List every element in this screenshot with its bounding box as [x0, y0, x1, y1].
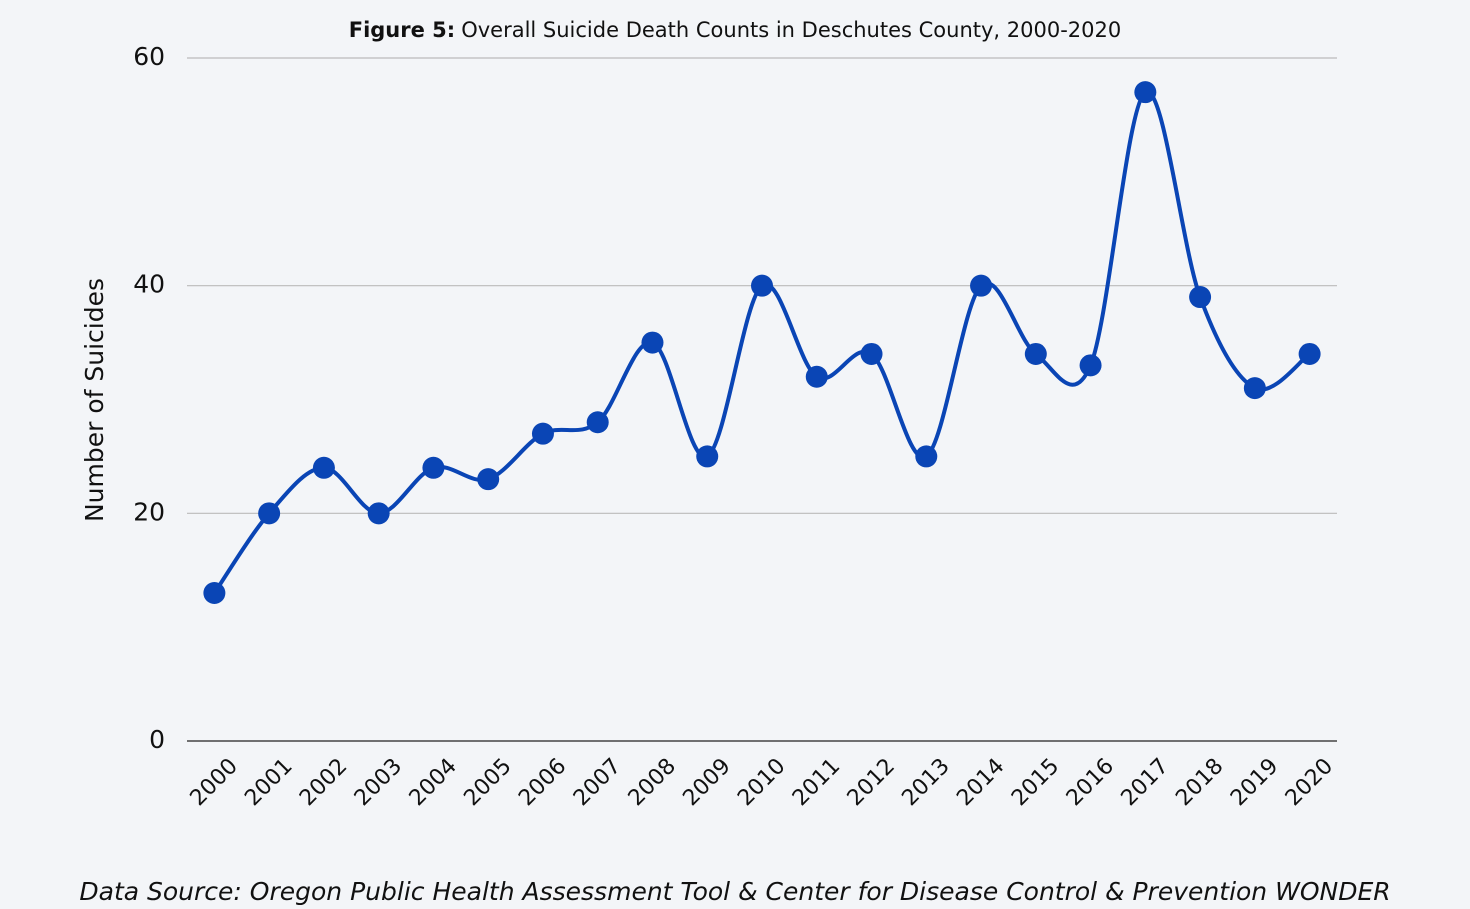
x-tick-label: 2010 — [733, 754, 790, 811]
data-point — [641, 331, 664, 354]
data-point — [367, 502, 390, 525]
data-point — [1298, 342, 1321, 365]
x-tick-label: 2002 — [295, 754, 352, 811]
y-tick-label: 0 — [149, 725, 165, 754]
data-point — [751, 274, 773, 297]
x-tick-label: 2003 — [350, 754, 407, 811]
data-point — [1189, 286, 1212, 309]
x-tick-label: 2018 — [1171, 754, 1228, 811]
x-tick-label: 2020 — [1281, 754, 1338, 811]
data-point — [915, 445, 938, 468]
x-tick-label: 2000 — [186, 754, 243, 811]
data-point — [1079, 354, 1102, 377]
chart-title-group: Figure 5: Overall Suicide Death Counts in… — [349, 18, 1122, 42]
x-tick-label: 2015 — [1007, 754, 1064, 811]
data-point — [860, 342, 883, 365]
data-point — [696, 445, 719, 468]
x-tick-label: 2019 — [1226, 754, 1283, 811]
data-point — [422, 456, 445, 479]
x-tick-label: 2001 — [240, 754, 297, 811]
data-point — [1024, 342, 1047, 365]
y-axis-label: Number of Suicides — [80, 278, 109, 522]
x-tick-label: 2017 — [1117, 754, 1174, 811]
chart-title-label: Figure 5: — [349, 18, 455, 42]
x-tick-label: 2013 — [897, 754, 954, 811]
data-point — [970, 274, 993, 297]
source-note: Data Source: Oregon Public Health Assess… — [79, 877, 1390, 906]
x-tick-label: 2007 — [569, 754, 626, 811]
x-tick-label: 2012 — [843, 754, 900, 811]
x-tick-label: 2016 — [1062, 754, 1119, 811]
data-point — [586, 411, 609, 434]
data-point — [805, 365, 828, 388]
x-tick-label: 2004 — [405, 754, 462, 811]
x-tick-label: 2008 — [624, 754, 681, 811]
data-point — [312, 456, 335, 479]
data-point — [531, 422, 554, 445]
data-point — [258, 502, 281, 525]
data-point — [1243, 377, 1266, 400]
x-tick-label: 2005 — [459, 754, 516, 811]
x-tick-label: 2009 — [678, 754, 735, 811]
x-tick-label: 2014 — [952, 754, 1009, 811]
y-tick-label: 60 — [133, 42, 165, 71]
data-point — [477, 468, 500, 491]
data-point — [1134, 81, 1157, 104]
chart-title: Overall Suicide Death Counts in Deschute… — [461, 18, 1121, 42]
y-tick-label: 20 — [133, 497, 165, 526]
data-point — [203, 582, 226, 605]
y-tick-label: 40 — [133, 270, 165, 299]
x-tick-label: 2011 — [788, 754, 845, 811]
x-tick-label: 2006 — [514, 754, 571, 811]
